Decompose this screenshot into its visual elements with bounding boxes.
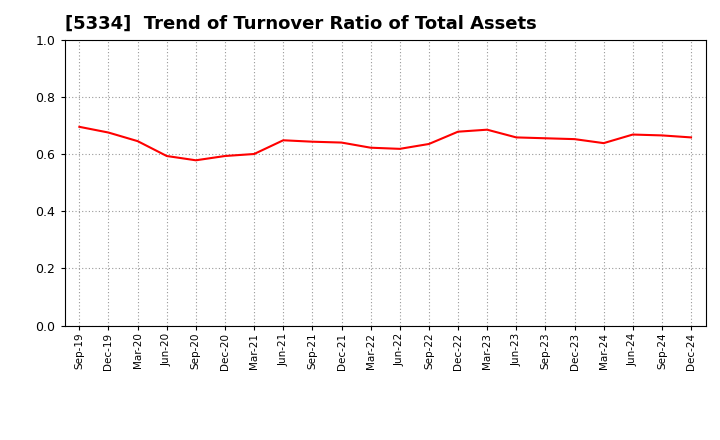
- Text: [5334]  Trend of Turnover Ratio of Total Assets: [5334] Trend of Turnover Ratio of Total …: [65, 15, 536, 33]
